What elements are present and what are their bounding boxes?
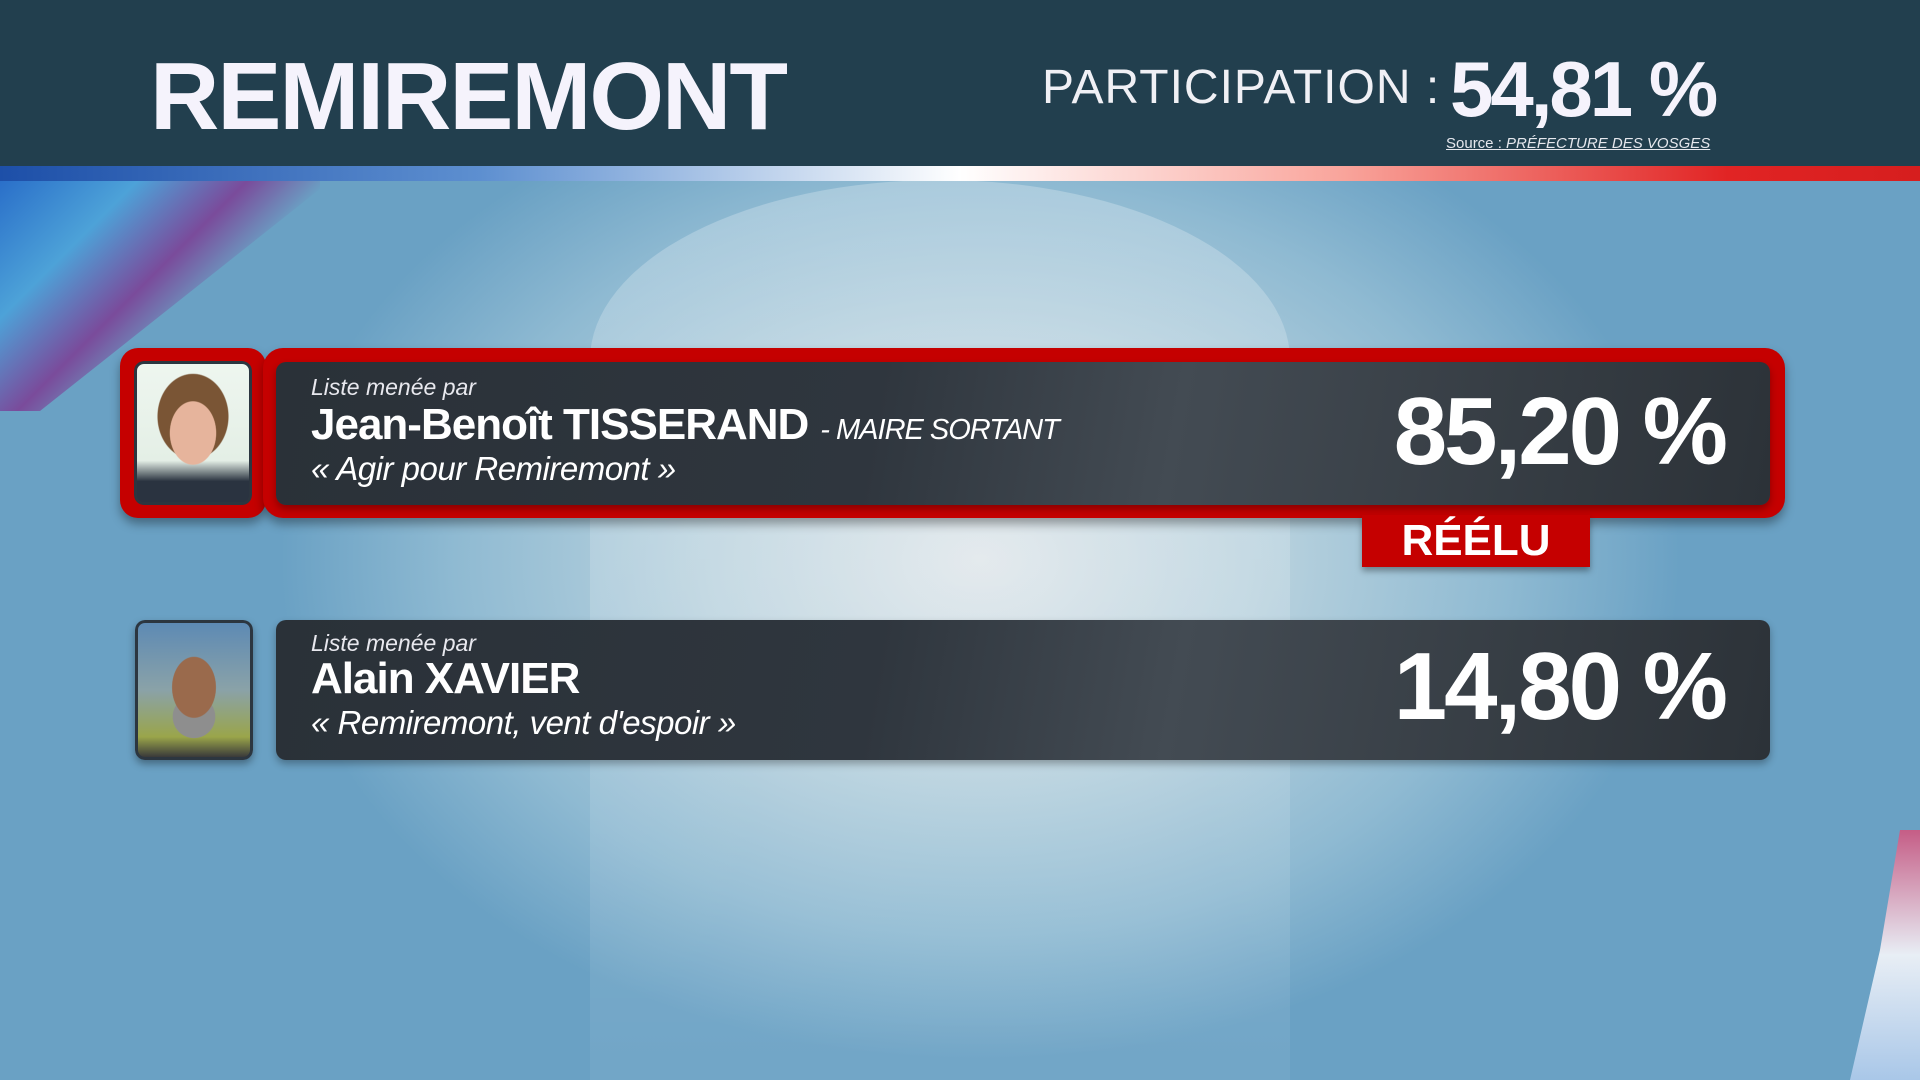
lead-label: Liste menée par — [311, 374, 476, 400]
source-label: Source : — [1446, 135, 1502, 152]
candidate-row: Liste menée par Alain XAVIER « Remiremon… — [276, 620, 1770, 760]
participation-value: 54,81 % — [1450, 45, 1718, 133]
source-value: PRÉFECTURE DES VOSGES — [1506, 135, 1711, 152]
candidate-photo — [135, 620, 253, 760]
candidate-name-row: Jean-Benoît TISSERAND - MAIRE SORTANT — [311, 400, 1060, 450]
participation-label: PARTICIPATION : — [1042, 61, 1441, 114]
tricolor-stripe — [0, 166, 1920, 181]
ballot-decoration-right — [1850, 830, 1920, 1080]
source: Source : PRÉFECTURE DES VOSGES — [1446, 135, 1710, 152]
candidate-photo — [134, 361, 252, 505]
header: REMIREMONT PARTICIPATION : 54,81 % Sourc… — [0, 0, 1920, 166]
winner-photo-frame — [120, 348, 266, 518]
page-title: REMIREMONT — [150, 43, 788, 150]
list-slogan: « Agir pour Remiremont » — [311, 450, 676, 487]
reelected-badge: RÉÉLU — [1362, 515, 1590, 567]
candidate-face — [135, 620, 253, 760]
list-slogan: « Remiremont, vent d'espoir » — [311, 704, 736, 741]
candidate-percent: 14,80 % — [1393, 633, 1728, 740]
candidate-percent: 85,20 % — [1393, 378, 1728, 485]
candidate-row: Liste menée par Jean-Benoît TISSERAND - M… — [276, 362, 1770, 505]
candidate-status: - MAIRE SORTANT — [820, 414, 1059, 446]
lead-label: Liste menée par — [311, 630, 476, 656]
candidate-name: Jean-Benoît TISSERAND — [311, 400, 809, 449]
candidate-name: Alain XAVIER — [311, 654, 580, 703]
candidate-face — [134, 361, 252, 505]
